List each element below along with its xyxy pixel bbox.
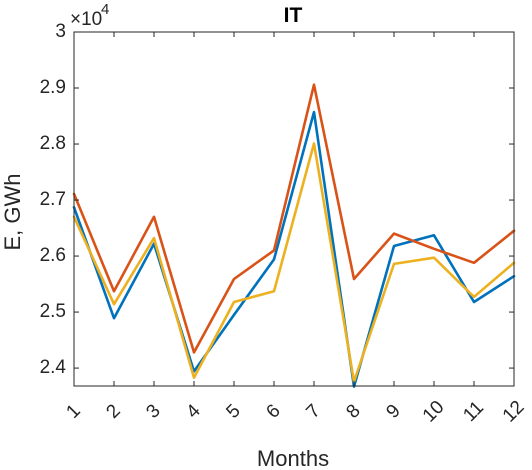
plot-frame bbox=[73, 31, 515, 387]
x-tick-label: 12 bbox=[499, 397, 529, 427]
x-tick-label: 7 bbox=[302, 400, 324, 422]
x-tick-label: 3 bbox=[142, 400, 164, 422]
x-axis-title: Months bbox=[257, 446, 329, 470]
y-tick-label: 2.9 bbox=[40, 77, 66, 98]
y-tick-label: 2.6 bbox=[40, 245, 66, 266]
x-tick-label: 8 bbox=[342, 400, 364, 422]
y-tick-label: 3 bbox=[55, 21, 66, 42]
x-tick-label: 4 bbox=[182, 400, 205, 423]
x-tick-label: 11 bbox=[459, 397, 488, 426]
x-tick-label: 6 bbox=[262, 400, 284, 422]
y-multiplier-base: ×10 bbox=[70, 9, 102, 30]
y-tick-label: 2.7 bbox=[40, 189, 66, 210]
x-tick-label: 1 bbox=[62, 400, 84, 422]
y-multiplier-exponent: 4 bbox=[101, 1, 109, 18]
y-tick-label: 2.5 bbox=[40, 301, 66, 322]
x-tick-labels: 1 2 3 4 5 6 7 8 9 10 11 12 bbox=[62, 397, 528, 427]
x-tick-label: 10 bbox=[419, 397, 449, 427]
x-tick-label: 2 bbox=[102, 400, 124, 422]
series-line-1 bbox=[72, 110, 516, 388]
chart-title: IT bbox=[284, 4, 303, 27]
y-tick-label: 2.8 bbox=[40, 133, 66, 154]
y-multiplier: ×10 4 bbox=[70, 1, 109, 30]
axes bbox=[73, 31, 515, 387]
series-line-3 bbox=[72, 142, 516, 383]
x-tick-label: 5 bbox=[222, 400, 244, 422]
y-tick-labels: 2.4 2.5 2.6 2.7 2.8 2.9 3 bbox=[40, 21, 67, 378]
x-tick-label: 9 bbox=[382, 400, 404, 422]
y-tick-label: 2.4 bbox=[40, 357, 67, 378]
series-line-2 bbox=[72, 83, 516, 354]
series-layer bbox=[72, 83, 516, 388]
y-axis-title: E, GWh bbox=[0, 173, 25, 250]
